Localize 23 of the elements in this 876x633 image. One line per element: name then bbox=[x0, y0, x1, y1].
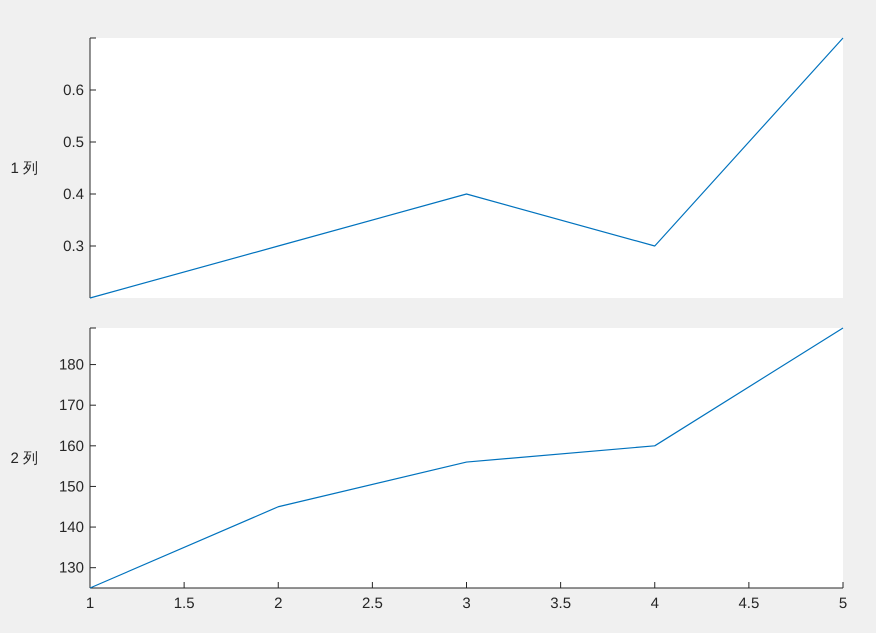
y-tick-label: 0.4 bbox=[63, 186, 84, 203]
y-tick-label: 0.5 bbox=[63, 134, 84, 151]
x-tick-label: 5 bbox=[838, 595, 848, 612]
y-axis-title: 1 列 bbox=[10, 160, 38, 177]
x-tick-label: 1.5 bbox=[174, 595, 195, 612]
y-tick-label: 160 bbox=[58, 438, 84, 455]
x-tick-label: 3 bbox=[462, 595, 471, 612]
y-tick-label: 170 bbox=[58, 397, 84, 414]
line-series bbox=[89, 327, 844, 589]
x-tick-label: 4.5 bbox=[738, 595, 760, 612]
y-tick-label: 140 bbox=[58, 519, 84, 536]
y-tick-label: 180 bbox=[58, 356, 84, 374]
x-tick-label: 3.5 bbox=[550, 595, 572, 612]
y-tick-label: 130 bbox=[58, 560, 84, 577]
x-tick-label: 1 bbox=[86, 595, 94, 612]
x-tick-label: 4 bbox=[650, 595, 659, 612]
y-tick-label: 0.3 bbox=[63, 238, 84, 255]
x-tick-label: 2.5 bbox=[362, 595, 383, 612]
line-series bbox=[89, 37, 844, 299]
y-tick-label: 150 bbox=[58, 478, 84, 496]
x-tick-label: 2 bbox=[274, 595, 282, 612]
y-tick-label: 0.6 bbox=[63, 82, 84, 99]
y-axis-title: 2 列 bbox=[10, 450, 38, 467]
